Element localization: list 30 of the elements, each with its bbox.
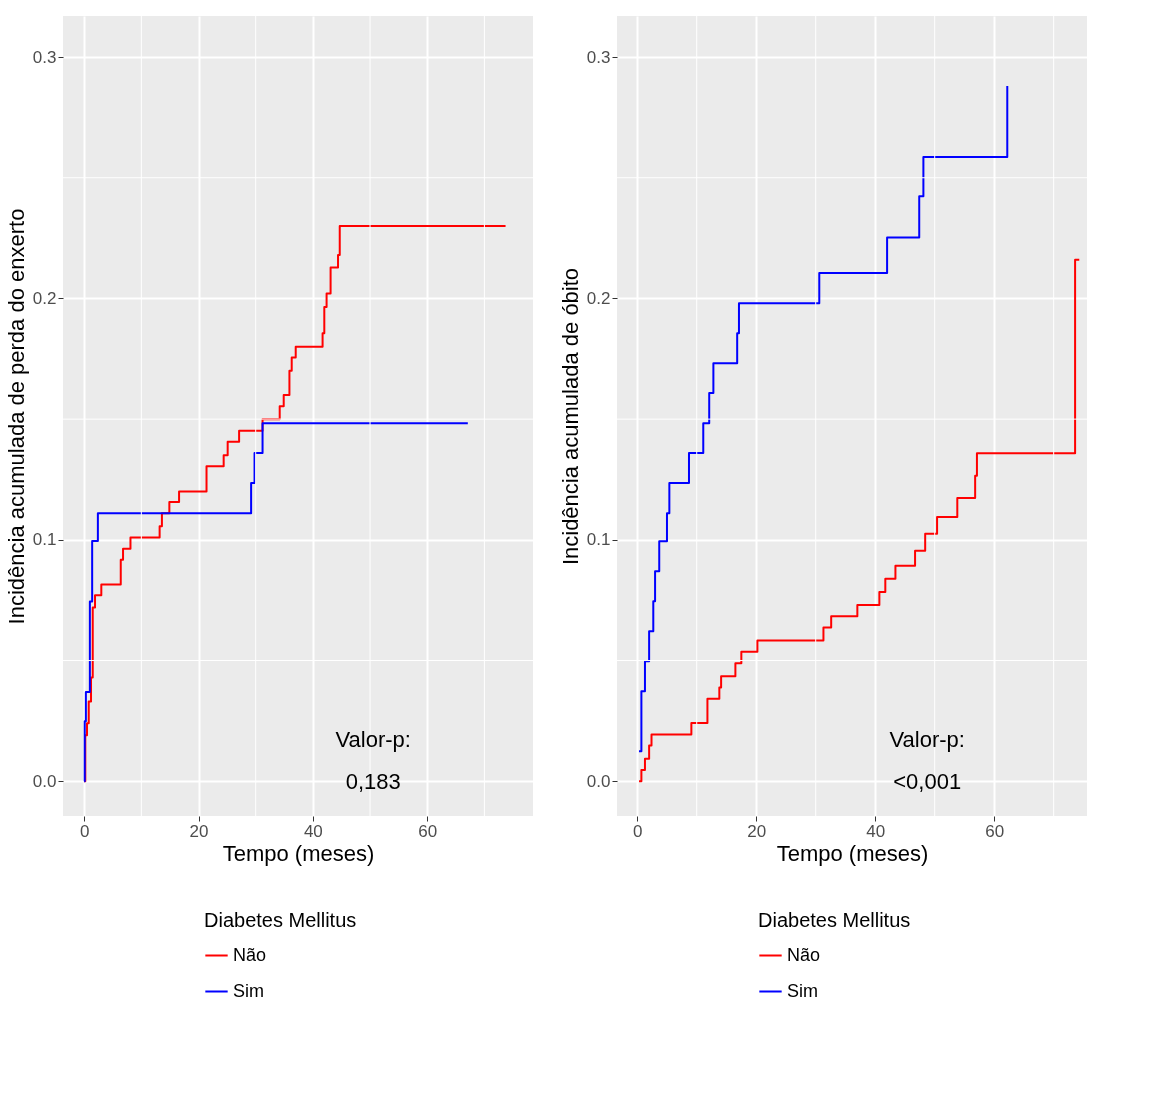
y-tick-label: 0.0 (586, 771, 611, 791)
legend-label: Não (233, 944, 267, 965)
x-tick-label: 0 (632, 821, 643, 841)
x-tick-label: 40 (866, 821, 886, 841)
annotation: Valor-p: (889, 727, 965, 752)
x-tick-label: 40 (303, 821, 323, 841)
y-tick-label: 0.2 (586, 288, 611, 308)
y-tick-label: 0.2 (32, 288, 57, 308)
x-axis-title: Tempo (meses) (222, 840, 375, 866)
y-tick-label: 0.3 (32, 47, 57, 67)
legend-title: Diabetes Mellitus (204, 909, 357, 931)
annotation: 0,183 (345, 769, 401, 794)
x-tick-label: 20 (189, 821, 209, 841)
y-tick-label: 0.1 (32, 530, 57, 550)
x-tick-label: 60 (418, 821, 438, 841)
x-tick-label: 0 (79, 821, 90, 841)
x-tick-label: 20 (747, 821, 767, 841)
x-tick-label: 60 (985, 821, 1005, 841)
legend-label: Sim (233, 980, 264, 1001)
legend-label: Sim (787, 980, 818, 1001)
legend-title: Diabetes Mellitus (758, 909, 911, 931)
y-axis-title: Incidência acumulada de perda do enxerto (3, 208, 29, 625)
x-axis-title: Tempo (meses) (776, 840, 929, 866)
y-tick-label: 0.1 (586, 530, 611, 550)
y-tick-label: 0.0 (32, 771, 57, 791)
y-tick-label: 0.3 (586, 47, 611, 67)
annotation: <0,001 (893, 769, 962, 794)
legend-label: Não (787, 944, 821, 965)
annotation: Valor-p: (335, 727, 411, 752)
y-axis-title: Incidência acumulada de óbito (557, 267, 583, 566)
